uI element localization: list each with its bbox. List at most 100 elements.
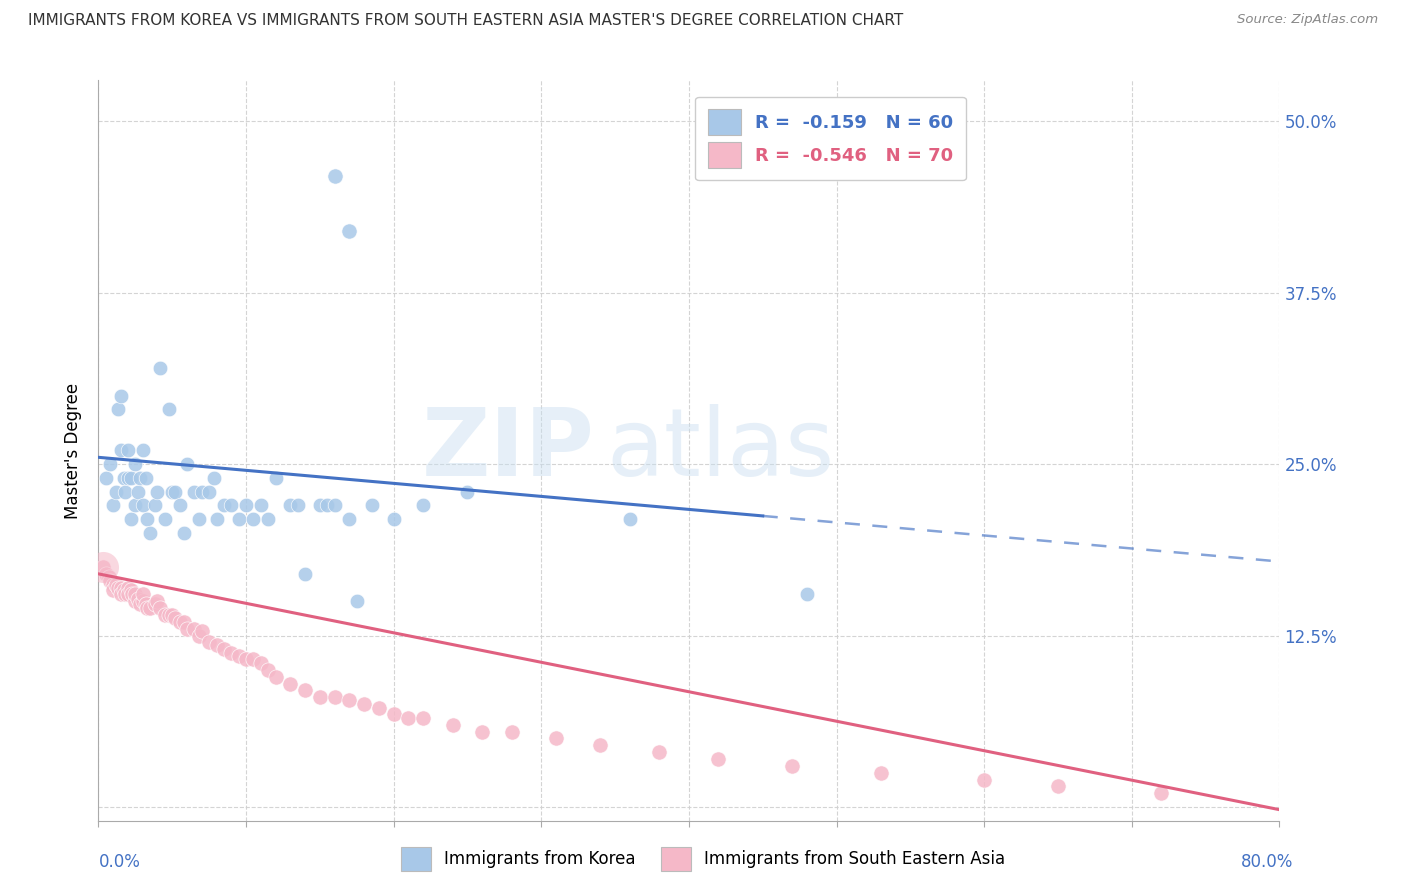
Point <box>228 512 250 526</box>
Point <box>120 512 142 526</box>
Point <box>107 581 129 595</box>
Legend: R =  -0.159   N = 60, R =  -0.546   N = 70: R = -0.159 N = 60, R = -0.546 N = 70 <box>696 96 966 180</box>
Point <box>250 656 273 670</box>
Text: Source: ZipAtlas.com: Source: ZipAtlas.com <box>1237 13 1378 27</box>
Point <box>501 724 523 739</box>
Point <box>105 578 128 592</box>
Point <box>278 498 302 512</box>
Point <box>382 512 405 526</box>
Point <box>619 512 641 526</box>
Point <box>117 581 139 595</box>
Text: 80.0%: 80.0% <box>1241 853 1294 871</box>
Point <box>278 676 302 690</box>
Point <box>110 581 132 595</box>
Point <box>257 663 280 677</box>
Text: 0.0%: 0.0% <box>98 853 141 871</box>
Point <box>128 471 150 485</box>
Point <box>132 594 155 608</box>
Point <box>153 512 176 526</box>
Point <box>94 566 117 581</box>
Point <box>139 525 162 540</box>
Point <box>162 484 183 499</box>
Point <box>149 601 172 615</box>
Point <box>191 484 214 499</box>
Point <box>173 525 195 540</box>
Point <box>589 738 612 752</box>
Point <box>707 752 730 766</box>
Point <box>114 587 136 601</box>
Point <box>98 457 121 471</box>
Point <box>136 601 159 615</box>
Point <box>117 587 139 601</box>
Point <box>242 512 264 526</box>
Point <box>309 498 332 512</box>
Point <box>117 471 139 485</box>
Point <box>353 697 375 711</box>
Point <box>346 594 368 608</box>
Point <box>183 484 205 499</box>
Point <box>132 587 155 601</box>
Point <box>360 498 382 512</box>
Point <box>187 629 209 643</box>
Point <box>316 498 339 512</box>
Point <box>114 484 136 499</box>
Point <box>120 471 142 485</box>
Point <box>112 583 135 598</box>
Point <box>124 457 146 471</box>
Point <box>648 745 671 759</box>
Point <box>157 607 180 622</box>
Point <box>103 498 125 512</box>
Point <box>191 624 214 639</box>
Point <box>136 512 159 526</box>
Point <box>973 772 995 787</box>
Point <box>782 759 804 773</box>
Point <box>135 597 157 611</box>
Point <box>323 498 346 512</box>
Point <box>235 498 257 512</box>
Point <box>412 498 434 512</box>
Point <box>219 646 242 660</box>
Point <box>110 389 132 403</box>
Point <box>135 471 157 485</box>
Point <box>143 498 166 512</box>
Point <box>264 670 287 684</box>
Point <box>219 498 242 512</box>
Point <box>169 498 191 512</box>
Point <box>1150 786 1173 800</box>
Text: IMMIGRANTS FROM KOREA VS IMMIGRANTS FROM SOUTH EASTERN ASIA MASTER'S DEGREE CORR: IMMIGRANTS FROM KOREA VS IMMIGRANTS FROM… <box>28 13 904 29</box>
Point <box>187 512 209 526</box>
Point <box>242 652 264 666</box>
Point <box>1046 780 1069 794</box>
Point <box>153 607 176 622</box>
Point <box>396 711 419 725</box>
Point <box>176 622 198 636</box>
Point <box>127 591 149 606</box>
Point <box>339 693 360 707</box>
Point <box>173 615 195 629</box>
Point <box>124 587 146 601</box>
Point <box>169 615 191 629</box>
Point <box>146 484 169 499</box>
Point <box>441 717 464 731</box>
Point <box>91 560 114 574</box>
Point <box>110 587 132 601</box>
Point <box>412 711 434 725</box>
Point <box>250 498 273 512</box>
Point <box>323 690 346 705</box>
Point <box>205 512 228 526</box>
Point <box>339 224 360 238</box>
Point <box>91 560 114 574</box>
Point <box>228 649 250 664</box>
Point <box>212 498 235 512</box>
Point <box>132 443 155 458</box>
Point <box>264 471 287 485</box>
Point <box>205 638 228 652</box>
Point <box>143 597 166 611</box>
Point <box>294 683 316 698</box>
Point <box>294 566 316 581</box>
Point <box>103 578 125 592</box>
Point <box>287 498 309 512</box>
Point <box>139 601 162 615</box>
Point <box>198 484 221 499</box>
Point <box>368 701 391 715</box>
